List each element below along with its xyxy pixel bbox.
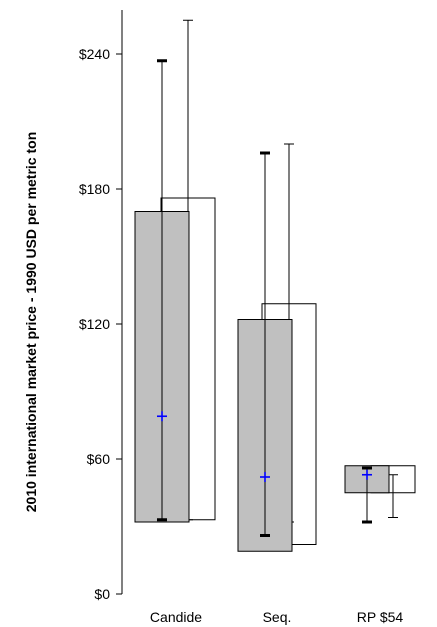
x-tick-label: RP $54 — [357, 609, 404, 625]
filled-box-candide — [134, 59, 190, 523]
filled-box-seq- — [237, 151, 293, 552]
y-tick-label: $180 — [79, 181, 110, 197]
y-tick-label: $120 — [79, 316, 110, 332]
x-tick-label: Seq. — [263, 609, 292, 625]
y-tick-label: $240 — [79, 46, 110, 62]
y-tick-label: $0 — [94, 586, 110, 602]
plot-marks — [134, 19, 416, 552]
y-tick-label: $60 — [87, 451, 111, 467]
x-axis-ticks: Candide Seq. RP $54 — [150, 609, 404, 625]
y-axis-label: 2010 international market price - 1990 U… — [23, 132, 39, 512]
y-axis-ticks: $0 $60 $120 $180 $240 — [79, 46, 122, 602]
filled-box-rp-54 — [344, 465, 390, 524]
x-tick-label: Candide — [150, 609, 202, 625]
